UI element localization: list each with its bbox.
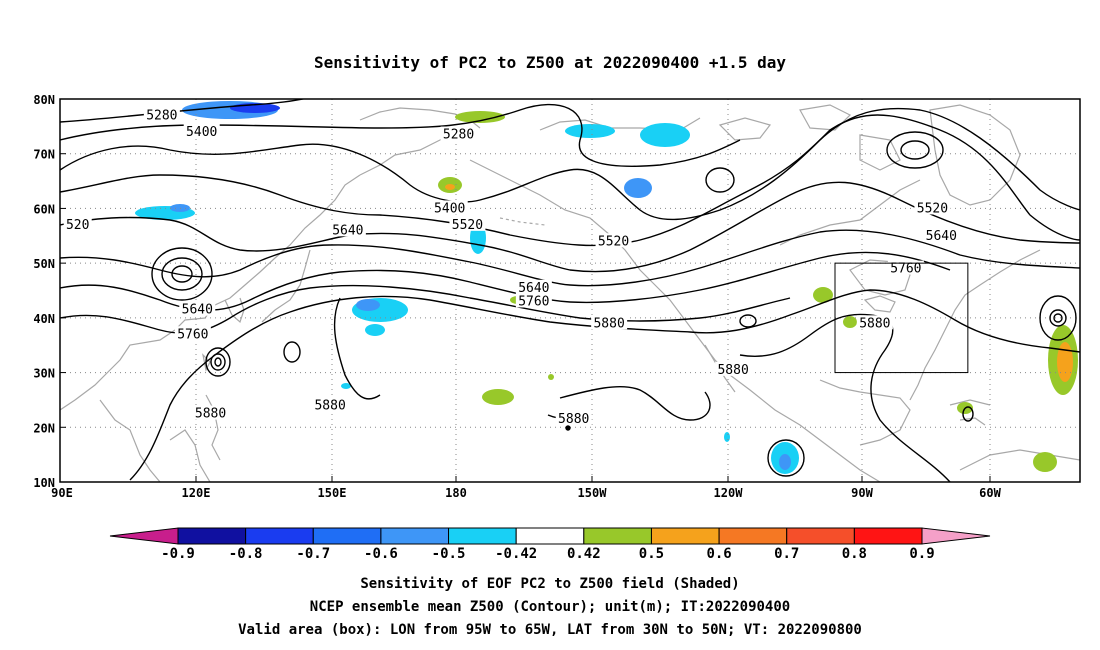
contour-label-bg [591, 315, 628, 330]
lon-tick-label: 120E [182, 486, 211, 500]
contour-label-bg [515, 293, 552, 308]
contour-label-bg [555, 411, 592, 426]
contour-label: 5640 [926, 229, 957, 244]
colorbar-label: 0.5 [639, 546, 664, 562]
lat-tick-label: 70N [33, 148, 55, 162]
contour-label-bg [440, 126, 477, 141]
lat-tick-label: 40N [33, 312, 55, 326]
contour-label-bg [179, 301, 216, 316]
colorbar-swatch [448, 527, 517, 545]
contour-label: 5640 [332, 223, 363, 238]
contour-label: 5880 [558, 412, 589, 427]
contour-label: 5880 [717, 363, 748, 378]
colorbar-label: -0.8 [229, 546, 263, 562]
contour-label: 5760 [177, 327, 208, 342]
colorbar-swatch [650, 527, 720, 545]
caption-line-2: NCEP ensemble mean Z500 (Contour); unit(… [310, 599, 790, 615]
lat-tick-label: 60N [33, 202, 55, 216]
colorbar-label: -0.7 [296, 546, 330, 562]
lon-tick-label: 150E [318, 486, 347, 500]
lat-tick-label: 20N [33, 421, 55, 435]
contour-label: 5280 [443, 128, 474, 143]
colorbar-swatch [312, 527, 382, 545]
sensitivity-shading [135, 101, 1078, 474]
colorbar-right-triangle [921, 527, 991, 545]
contour-label: 5640 [518, 281, 549, 296]
contour-label: 5880 [859, 316, 890, 331]
contour-label: 5880 [195, 407, 226, 422]
caption-line-3: Valid area (box): LON from 95W to 65W, L… [238, 622, 862, 638]
colorbar-swatch [853, 527, 923, 545]
colorbar-swatch [583, 527, 652, 545]
colorbar-swatch [515, 527, 585, 545]
lon-tick-label: 120W [714, 486, 744, 500]
colorbar-label: 0.42 [567, 546, 601, 562]
colorbar-label: 0.9 [909, 546, 934, 562]
caption-line-1: Sensitivity of EOF PC2 to Z500 field (Sh… [360, 576, 739, 592]
lat-tick-label: 80N [33, 93, 55, 107]
contour-label-bg [715, 361, 752, 376]
figure-title: Sensitivity of PC2 to Z500 at 2022090400… [314, 53, 786, 72]
contour-label-bg [174, 326, 211, 341]
colorbar-label: -0.5 [432, 546, 466, 562]
colorbar-label: 0.8 [842, 546, 867, 562]
contour-label-bg [431, 200, 468, 215]
valid-area-box [834, 262, 969, 374]
contour-label: 5520 [598, 234, 629, 249]
lat-tick-label: 10N [33, 476, 55, 490]
colorbar-left-triangle [109, 527, 179, 545]
contour-label: 5280 [146, 108, 177, 123]
colorbar-swatch [718, 527, 788, 545]
contour-label-bg [192, 405, 229, 420]
colorbar-label: 0.6 [706, 546, 731, 562]
colorbar-swatch [245, 527, 314, 545]
contour-label-bg [914, 200, 951, 215]
contour-label-bg [856, 315, 893, 330]
contour-label-bg [63, 216, 92, 231]
contour-label-bg [923, 227, 960, 242]
contour-label-bg [183, 123, 220, 138]
map-frame [59, 98, 1081, 483]
colorbar: -0.9 -0.8 -0.7 -0.6 -0.5 -0.42 0.42 0.5 0.6 0.7 0.… [109, 527, 991, 562]
lat-tick-label: 50N [33, 257, 55, 271]
lon-tick-label: 180 [445, 486, 467, 500]
colorbar-label: 0.7 [774, 546, 799, 562]
contour-label: 520 [66, 218, 89, 233]
contour-label: 5520 [452, 218, 483, 233]
lon-tick-label: 150W [578, 486, 608, 500]
contour-label: 5640 [182, 303, 213, 318]
contour-label-bg [312, 397, 349, 412]
contour-label: 5880 [593, 316, 624, 331]
colorbar-swatch [177, 527, 247, 545]
contour-label: 5760 [890, 262, 921, 277]
lon-tick-label: 60W [979, 486, 1001, 500]
contour-label-bg [143, 107, 180, 122]
lon-tick-label: 90E [51, 486, 73, 500]
contour-label-bg [887, 260, 924, 275]
contour-label-bg [449, 216, 486, 231]
contour-label-bg [595, 233, 632, 248]
colorbar-label: -0.6 [364, 546, 398, 562]
colorbar-label: -0.42 [495, 546, 537, 562]
contour-label: 5400 [186, 125, 217, 140]
contour-label-bg [515, 279, 552, 294]
contour-label-bg [329, 222, 366, 237]
axis-ticks: 90E 120E 150E 180 150W 120W 90W 60W 80N 70N 60N 50N… [33, 93, 1001, 500]
colorbar-swatch [786, 527, 855, 545]
colorbar-swatch [380, 527, 450, 545]
contour-label: 5880 [314, 398, 345, 413]
colorbar-label: -0.9 [161, 546, 195, 562]
contour-label: 5400 [434, 201, 465, 216]
lat-tick-label: 30N [33, 367, 55, 381]
contour-label: 5520 [917, 201, 948, 216]
lon-tick-label: 90W [851, 486, 873, 500]
contour-label: 5760 [518, 294, 549, 309]
